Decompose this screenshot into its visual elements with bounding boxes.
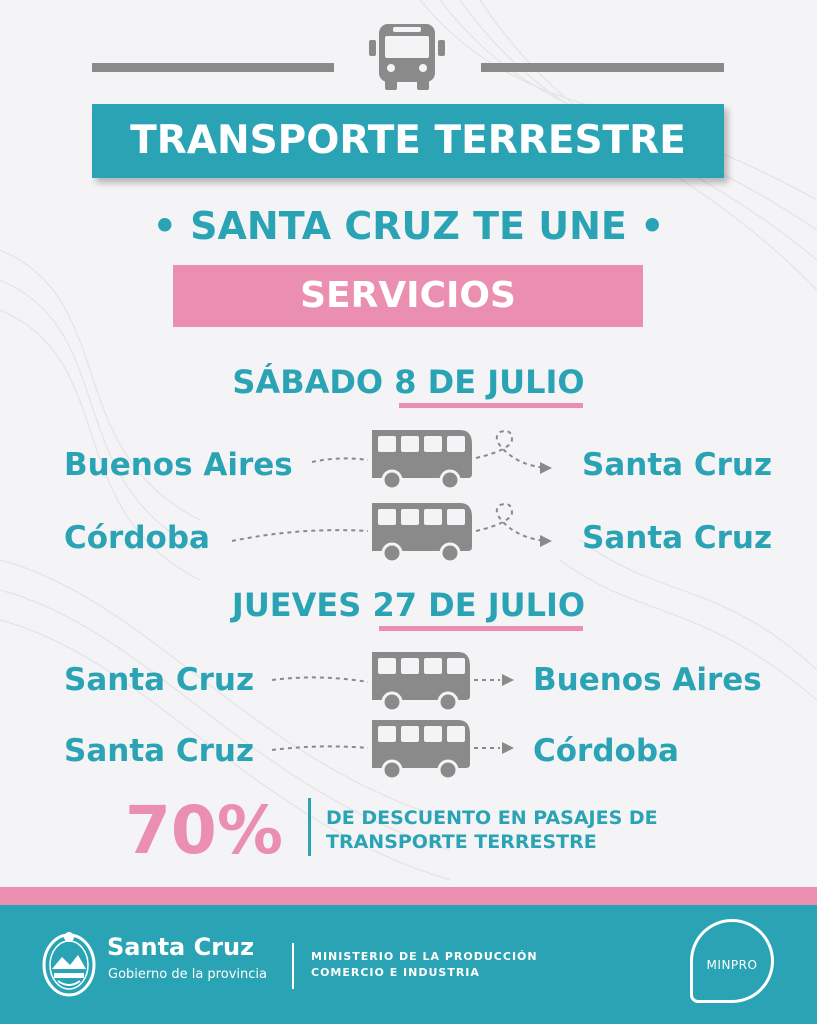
bus-side-icon (372, 503, 472, 564)
discount-divider (308, 798, 311, 856)
discount-line-2: TRANSPORTE TERRESTRE (326, 831, 597, 853)
route-1-graphic (311, 430, 552, 491)
bus-front-icon (369, 24, 445, 90)
route-4-origin: Santa Cruz (64, 733, 254, 769)
ministry-line-2: COMERCIO E INDUSTRIA (311, 966, 480, 979)
route-4-graphic (271, 720, 514, 781)
discount-description: DE DESCUENTO EN PASAJES DE TRANSPORTE TE… (326, 806, 746, 854)
header-rule-right (481, 63, 724, 72)
brand-name: Santa Cruz (107, 933, 255, 961)
schedule-day-2: JUEVES 27 DE JULIO (231, 586, 586, 624)
brand-subtitle: Gobierno de la provincia (108, 967, 267, 982)
discount-line-1: DE DESCUENTO EN PASAJES DE (326, 807, 658, 829)
title-banner: TRANSPORTE TERRESTRE (92, 104, 724, 178)
bus-side-icon (372, 652, 470, 713)
footer: Santa Cruz Gobierno de la provincia MINI… (0, 905, 817, 1024)
services-banner: SERVICIOS (173, 265, 643, 327)
bus-side-icon (372, 720, 470, 781)
tagline: • SANTA CRUZ TE UNE • (152, 204, 665, 248)
schedule-day-1: SÁBADO 8 DE JULIO (232, 363, 585, 401)
route-1-origin: Buenos Aires (64, 447, 293, 483)
route-1-destination: Santa Cruz (582, 447, 772, 483)
discount-value: 70% (125, 792, 283, 869)
route-2-destination: Santa Cruz (582, 520, 772, 556)
day-2-underline (379, 626, 583, 631)
route-2-graphic (231, 503, 552, 564)
footer-divider (292, 943, 294, 989)
ministry-line-1: MINISTERIO DE LA PRODUCCIÓN (311, 950, 538, 963)
route-3-origin: Santa Cruz (64, 662, 254, 698)
route-3-destination: Buenos Aires (533, 662, 762, 698)
bus-side-icon (372, 430, 472, 491)
day-1-underline (399, 403, 583, 408)
route-3-graphic (271, 652, 514, 713)
provincial-seal-icon (42, 932, 96, 997)
minpro-logo-text: MINPRO (706, 958, 758, 972)
minpro-logo: MINPRO (690, 919, 774, 1003)
footer-stripe (0, 887, 817, 905)
route-4-destination: Córdoba (533, 733, 679, 769)
route-2-origin: Córdoba (64, 520, 210, 556)
header-rule-left (92, 63, 334, 72)
